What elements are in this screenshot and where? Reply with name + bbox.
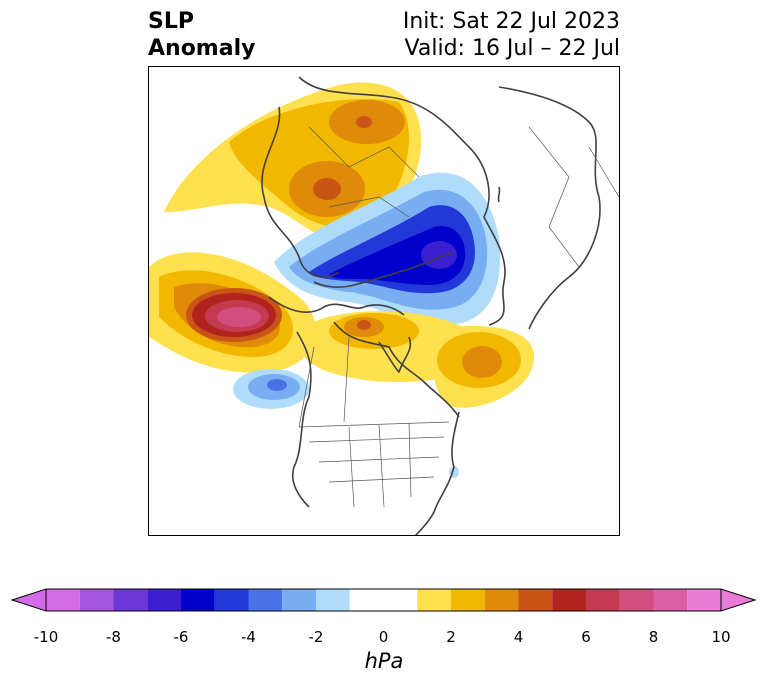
colorbar-segment [349,589,418,611]
colorbar-segment [214,589,249,611]
colorbar-segment [79,589,114,611]
colorbar-tick-label: -2 [308,628,324,646]
colorbar-extend-high [720,588,757,612]
colorbar-tick-label: -8 [106,628,121,646]
colorbar-segment [316,589,350,611]
borders [298,126,619,508]
positive-anomaly-pacific [149,252,316,373]
coastlines [261,76,601,535]
positive-anomaly-atlantic [432,325,534,408]
colorbar-tick-label: -10 [33,628,59,646]
colorbar-tick-label: -4 [241,628,256,646]
colorbar-segment [653,589,688,611]
colorbar-segments [46,589,721,611]
positive-anomaly-europe [164,82,422,243]
colorbar-segment [282,589,316,611]
colorbar-segment [687,589,721,611]
colorbar-segment [619,589,654,611]
colorbar-segment [484,589,519,611]
colorbar-segment [113,589,148,611]
title-left: SLP Anomaly [148,8,255,62]
colorbar-segment [552,589,586,611]
colorbar-tick-label: 10 [711,628,731,646]
colorbar [10,588,757,612]
init-date: Init: Sat 22 Jul 2023 [402,9,620,34]
colorbar-tick-label: 6 [581,628,591,646]
colorbar-segment [586,589,620,611]
anomaly-map [149,76,619,535]
colorbar-segment [181,589,215,611]
colorbar-segment [451,589,485,611]
colorbar-segment [248,589,283,611]
colorbar-tick-label: 2 [446,628,456,646]
colorbar-unit-label: hPa [364,649,404,673]
colorbar-segment [417,589,451,611]
colorbar-tick-label: 0 [378,628,389,646]
colorbar-segment [518,589,553,611]
colorbar-tick-label: 4 [513,628,524,646]
title-variable: SLP [148,9,194,34]
colorbar-segment [46,589,80,611]
colorbar-segment [147,589,181,611]
colorbar-tick-label: -6 [173,628,189,646]
colorbar-extend-low [10,588,47,612]
map-panel [148,66,620,536]
negative-anomaly-pacific-coast [233,292,459,478]
colorbar-tick-label: 8 [648,628,659,646]
valid-range: Valid: 16 Jul – 22 Jul [404,36,620,61]
title-type: Anomaly [148,36,256,61]
title-right: Init: Sat 22 Jul 2023 Valid: 16 Jul – 22… [403,8,620,62]
